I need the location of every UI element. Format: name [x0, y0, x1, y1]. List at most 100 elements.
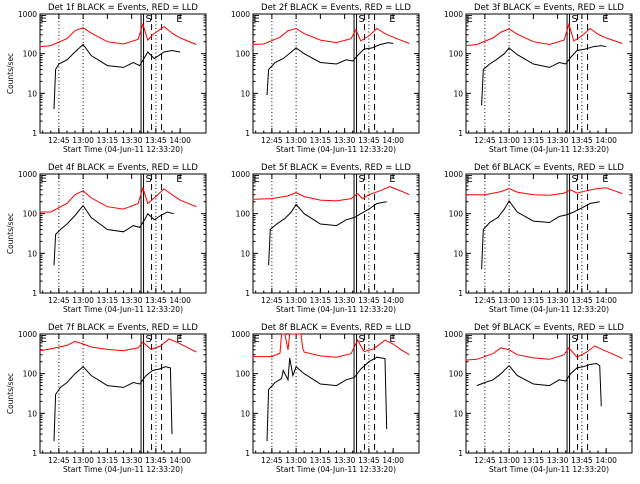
series-line — [39, 22, 197, 48]
x-tick-label: 13:30 — [547, 456, 569, 465]
y-tick-label: 1 — [32, 449, 37, 458]
panel-5: Det 5f BLACK = Events, RED = LLD 1 10 100 10… — [231, 163, 420, 314]
x-tick-label: 13:15 — [310, 136, 332, 145]
y-tick-label: 1 — [245, 289, 250, 298]
y-tick-label: 1000 — [231, 330, 250, 339]
marker-label: E — [40, 14, 46, 25]
x-tick-label: 12:45 — [48, 296, 70, 305]
x-axis-label: Start Time (04-Jun-11 12:33:20) — [63, 465, 183, 474]
series-line — [268, 201, 387, 266]
y-tick-label: 10 — [453, 249, 463, 258]
marker-label: S — [359, 14, 365, 25]
x-tick-label: 13:00 — [498, 136, 520, 145]
x-tick-label: 13:30 — [334, 296, 356, 305]
plot-frame — [39, 13, 207, 134]
x-axis-label: Start Time (04-Jun-11 12:33:20) — [276, 305, 396, 314]
panel-6: Det 6f BLACK = Events, RED = LLD 1 10 100 10… — [444, 163, 633, 314]
plot-frame — [465, 13, 633, 134]
y-tick-label: 10 — [27, 409, 37, 418]
x-tick-label: 13:30 — [547, 296, 569, 305]
x-tick-label: 13:15 — [97, 136, 119, 145]
plot-title: Det 1f BLACK = Events, RED = LLD — [48, 3, 198, 13]
series-line — [266, 42, 394, 96]
marker-label: E — [602, 334, 608, 345]
panel-3: Det 3f BLACK = Events, RED = LLD 1 10 100 10… — [444, 3, 633, 154]
x-tick-label: 13:00 — [72, 456, 94, 465]
x-tick-label: 13:45 — [358, 456, 380, 465]
marker-label: E — [389, 174, 395, 185]
series-line — [465, 345, 623, 361]
y-tick-label: 1 — [32, 129, 37, 138]
x-tick-label: 13:30 — [334, 456, 356, 465]
y-axis-label: Counts/sec — [6, 53, 15, 94]
x-tick-label: 13:15 — [310, 296, 332, 305]
x-tick-label: 12:45 — [261, 296, 283, 305]
series-line — [465, 187, 623, 196]
plot-title: Det 8f BLACK = Events, RED = LLD — [261, 323, 411, 333]
panel-4: Det 4f BLACK = Events, RED = LLD 1 10 100 10… — [6, 163, 207, 314]
y-tick-label: 10 — [27, 89, 37, 98]
x-tick-label: 14:00 — [169, 136, 191, 145]
plot-frame — [252, 333, 420, 454]
marker-label: E — [466, 334, 472, 345]
marker-label: E — [253, 174, 259, 185]
marker-label: S — [359, 174, 365, 185]
x-tick-label: 14:00 — [382, 296, 404, 305]
series-line — [39, 186, 197, 213]
x-tick-label: 13:45 — [571, 296, 593, 305]
series-line — [252, 333, 410, 358]
x-tick-label: 13:00 — [285, 136, 307, 145]
x-axis-label: Start Time (04-Jun-11 12:33:20) — [276, 465, 396, 474]
marker-label: S — [146, 14, 152, 25]
series-line — [252, 27, 410, 45]
series-line — [266, 356, 388, 442]
marker-label: E — [389, 334, 395, 345]
x-axis-label: Start Time (04-Jun-11 12:33:20) — [489, 305, 609, 314]
marker-label: E — [40, 174, 46, 185]
x-tick-label: 13:45 — [571, 456, 593, 465]
series-line — [481, 45, 607, 106]
x-tick-label: 13:00 — [498, 296, 520, 305]
y-tick-label: 1000 — [444, 10, 463, 19]
y-tick-label: 1 — [245, 129, 250, 138]
x-tick-label: 12:45 — [48, 136, 70, 145]
y-tick-label: 10 — [240, 409, 250, 418]
x-tick-label: 13:15 — [523, 136, 545, 145]
marker-label: E — [40, 334, 46, 345]
x-tick-label: 13:45 — [358, 296, 380, 305]
series-line — [465, 22, 623, 47]
y-tick-label: 1000 — [231, 10, 250, 19]
x-tick-label: 14:00 — [595, 136, 617, 145]
marker-label: E — [466, 174, 472, 185]
marker-label: S — [572, 174, 578, 185]
x-tick-label: 13:30 — [121, 136, 143, 145]
x-tick-label: 14:00 — [595, 456, 617, 465]
marker-label: S — [146, 174, 152, 185]
panel-2: Det 2f BLACK = Events, RED = LLD 1 10 100 10… — [231, 3, 420, 154]
panel-8: Det 8f BLACK = Events, RED = LLD 1 10 100 10… — [231, 323, 420, 474]
y-tick-label: 1000 — [18, 330, 37, 339]
y-tick-label: 10 — [453, 409, 463, 418]
marker-label: E — [176, 334, 182, 345]
x-tick-label: 14:00 — [169, 456, 191, 465]
marker-label: E — [466, 14, 472, 25]
x-tick-label: 12:45 — [261, 136, 283, 145]
x-tick-label: 13:30 — [121, 296, 143, 305]
y-tick-label: 100 — [236, 370, 251, 379]
plot-frame — [39, 173, 207, 294]
marker-label: E — [176, 14, 182, 25]
x-tick-label: 13:45 — [145, 136, 167, 145]
x-axis-label: Start Time (04-Jun-11 12:33:20) — [276, 145, 396, 154]
y-tick-label: 1000 — [444, 330, 463, 339]
y-tick-label: 1000 — [444, 170, 463, 179]
x-tick-label: 13:15 — [523, 456, 545, 465]
marker-label: S — [146, 334, 152, 345]
x-tick-label: 13:30 — [121, 456, 143, 465]
x-tick-label: 12:45 — [474, 456, 496, 465]
y-tick-label: 10 — [27, 249, 37, 258]
x-tick-label: 13:15 — [523, 296, 545, 305]
series-line — [39, 338, 197, 353]
marker-label: S — [572, 334, 578, 345]
x-tick-label: 13:15 — [310, 456, 332, 465]
